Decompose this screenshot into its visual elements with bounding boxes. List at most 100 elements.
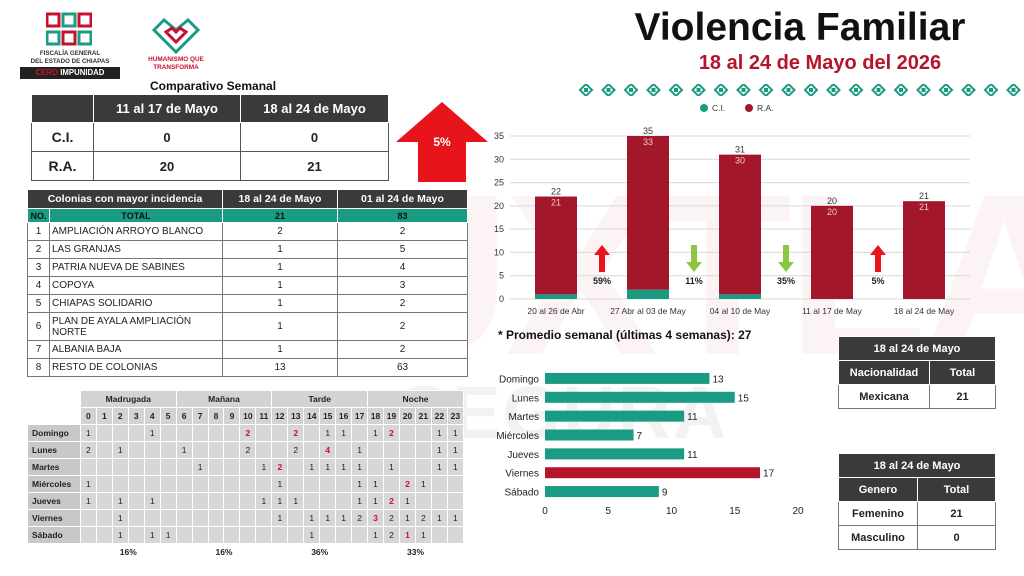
bar-total-label: 21 <box>919 191 929 201</box>
heatmap-cell <box>303 424 321 442</box>
heatmap-cell: 2 <box>383 424 400 442</box>
heatmap-cell <box>207 458 225 476</box>
x-tick-label: 27 Abr al 03 de May <box>610 306 686 316</box>
badge-impunidad: IMPUNIDAD <box>60 68 105 77</box>
colonias-row-number: 8 <box>27 358 50 377</box>
heatmap-cell: 2 <box>287 424 305 442</box>
humanismo-line1: HUMANISMO QUE <box>148 56 204 63</box>
nacionalidad-header-label: Nacionalidad <box>838 360 930 385</box>
colonias-row-number: 3 <box>27 258 50 277</box>
heatmap-cell <box>159 509 177 527</box>
colonias-row-month: 2 <box>337 222 468 241</box>
colonias-row-week: 13 <box>222 358 338 377</box>
border-diamond <box>826 84 841 96</box>
day-bar <box>545 372 710 384</box>
colonias-row-week: 1 <box>222 240 338 259</box>
colonias-row-number: 1 <box>27 222 50 241</box>
heatmap-cell: 1 <box>271 492 289 510</box>
heatmap-cell: 1 <box>111 441 129 459</box>
heatmap-hour-header: 3 <box>127 407 145 425</box>
heatmap-cell <box>255 509 273 527</box>
change-label: 59% <box>593 276 611 286</box>
x-tick-label: 0 <box>542 506 548 517</box>
page-subtitle: 18 al 24 de Mayo del 2026 <box>698 52 942 74</box>
heatmap-cell <box>223 492 241 510</box>
heatmap-cell: 2 <box>239 441 257 459</box>
heatmap-cell <box>383 441 400 459</box>
heatmap-cell <box>79 509 97 527</box>
heatmap-cell: 1 <box>446 458 465 476</box>
x-tick-label: 04 al 10 de May <box>710 306 771 316</box>
border-diamond-center <box>854 88 858 92</box>
increase-arrow-icon <box>396 102 488 182</box>
border-diamond <box>983 84 999 96</box>
border-diamond-center <box>831 88 836 92</box>
day-label: Miércoles <box>496 431 539 442</box>
genero-header-label: Genero <box>838 477 918 502</box>
heatmap-cell <box>319 492 337 510</box>
genero-value: 21 <box>917 501 996 526</box>
heatmap-hour-header: 9 <box>223 407 241 425</box>
heatmap-cell: 2 <box>383 509 400 527</box>
day-bar <box>545 467 761 479</box>
heatmap-cell <box>319 526 337 544</box>
heatmap-corner <box>27 390 81 408</box>
heatmap-cell <box>446 526 465 544</box>
heatmap-hour-header: 6 <box>175 407 193 425</box>
heatmap-cell: 1 <box>191 458 209 476</box>
heatmap-cell: 1 <box>414 475 432 493</box>
border-diamond-center <box>1011 88 1016 92</box>
nacionalidad-value: 21 <box>929 384 996 409</box>
colonias-row-month: 2 <box>337 340 468 359</box>
heatmap-cell <box>191 441 209 459</box>
comparativo-row: C.I. 0 0 <box>31 122 390 152</box>
heatmap-day-label: Viernes <box>27 509 81 527</box>
heatmap-cell: 1 <box>430 424 448 442</box>
comparativo-cell: 21 <box>239 151 390 181</box>
heatmap-hour-header: 13 <box>287 407 305 425</box>
border-diamond <box>736 84 751 96</box>
heatmap-row: Domingo 1 1 2 2 1 1 1 2 1 1 <box>27 424 465 442</box>
heatmap-cell <box>351 526 369 544</box>
colonias-row-week: 2 <box>222 222 338 241</box>
heatmap-cell: 2 <box>239 424 257 442</box>
border-diamond <box>916 84 931 96</box>
heatmap-period-header: Mañana <box>175 390 273 408</box>
genero-label: Femenino <box>838 501 918 526</box>
colonias-row: 2 LAS GRANJAS 1 5 <box>27 240 468 259</box>
heatmap-cell <box>271 441 289 459</box>
heatmap-cell <box>223 458 241 476</box>
bar-total-label: 22 <box>551 187 561 197</box>
heatmap-cell: 1 <box>367 424 385 442</box>
comparativo-title: Comparativo Semanal <box>150 79 277 93</box>
heatmap-cell <box>175 509 193 527</box>
heatmap-hour-header: 12 <box>271 407 289 425</box>
fiscalia-name-line2: DEL ESTADO DE CHIAPAS <box>30 58 110 65</box>
heatmap-cell: 1 <box>335 509 353 527</box>
heatmap-cell: 1 <box>255 458 273 476</box>
heatmap-cell: 1 <box>398 526 416 544</box>
heatmap-hour-header: 14 <box>303 407 321 425</box>
heatmap-cell: 1 <box>383 458 400 476</box>
y-tick-label: 30 <box>494 154 504 164</box>
day-value-label: 15 <box>738 393 750 404</box>
heatmap-cell <box>351 424 369 442</box>
colonias-row-month: 3 <box>337 276 468 295</box>
genero-row: Masculino 0 <box>838 525 996 550</box>
humanismo-line2: TRANSFORMA <box>153 64 199 71</box>
heatmap-cell: 1 <box>446 424 465 442</box>
heatmap-cell: 1 <box>159 526 177 544</box>
nacionalidad-label: Mexicana <box>838 384 930 409</box>
legend-ci-label: C.I. <box>712 103 725 113</box>
bar-ra <box>811 205 853 299</box>
bar-ra <box>627 136 669 290</box>
bar-ci <box>627 289 669 299</box>
border-diamond-center <box>944 88 948 92</box>
heatmap-cell <box>159 424 177 442</box>
border-diamond-center <box>989 88 993 92</box>
heatmap-day-label: Sábado <box>27 526 81 544</box>
heatmap-hour-header: 23 <box>446 407 465 425</box>
heatmap-cell <box>79 458 97 476</box>
heatmap-hour-header: 18 <box>367 407 385 425</box>
day-value-label: 9 <box>662 488 668 499</box>
